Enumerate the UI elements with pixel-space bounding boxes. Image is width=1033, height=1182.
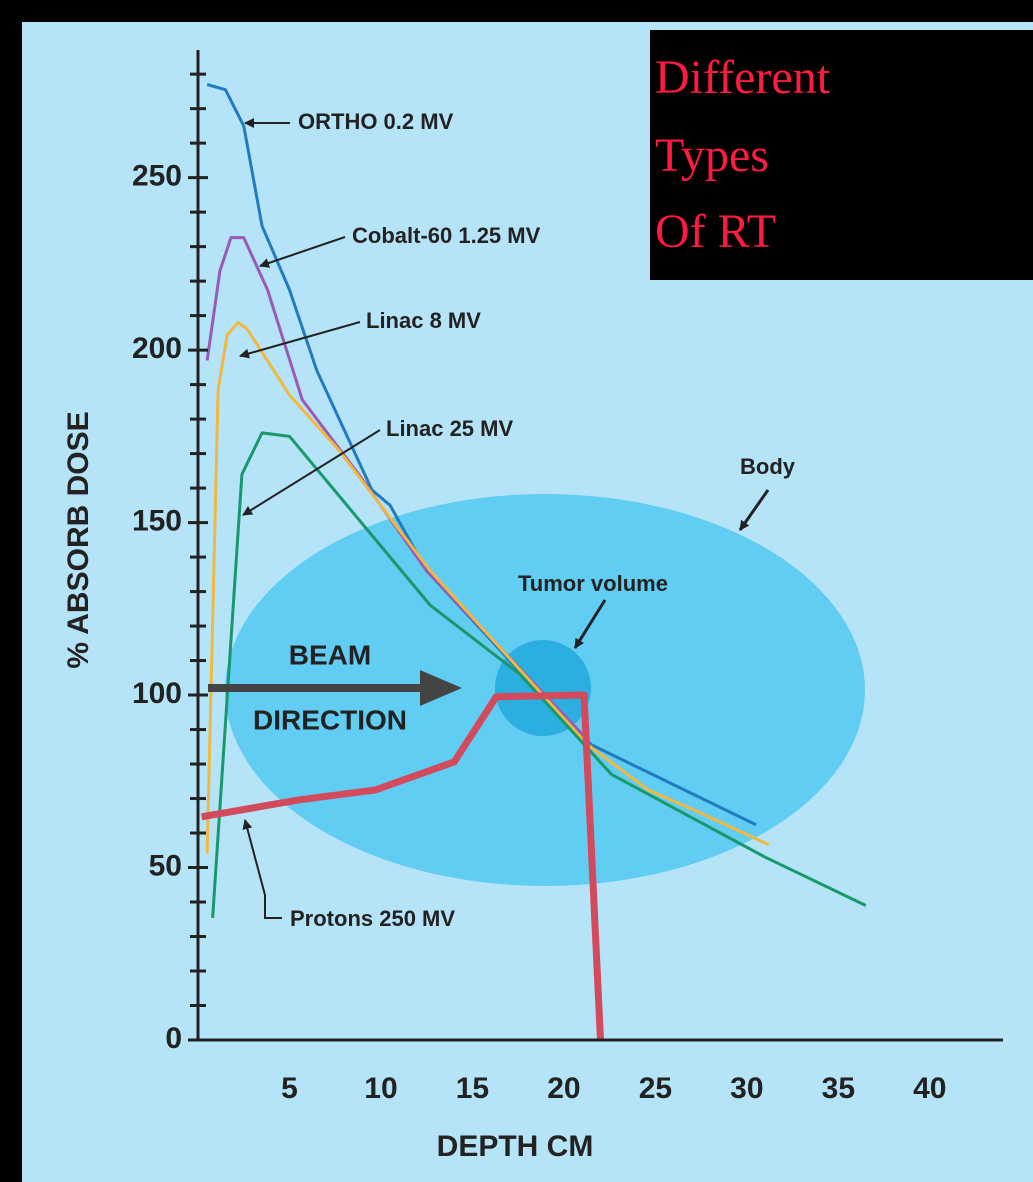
annotation: Tumor volume [518,571,668,596]
x-tick-label: 35 [822,1072,855,1105]
series-label: Linac 25 MV [386,416,513,441]
annotation: Body [740,454,796,479]
tumor-shape [495,640,591,736]
x-tick-label: 30 [730,1072,763,1105]
title-line: Of RT [655,205,776,258]
annotation: DIRECTION [253,704,407,735]
chart: Body Tumor volume BEAM DIRECTION Differe… [0,0,1033,1182]
x-tick-label: 10 [364,1072,397,1105]
x-axis-label: DEPTH CM [437,1130,594,1163]
x-tick-label: 40 [913,1072,946,1105]
series-label: Protons 250 MV [290,906,455,931]
series-label: Linac 8 MV [366,308,481,333]
x-tick-label: 25 [639,1072,672,1105]
x-tick-label: 20 [547,1072,580,1105]
y-tick-label: 200 [132,332,182,365]
title-line: Types [655,129,769,182]
y-tick-label: 0 [165,1022,182,1055]
series-label: ORTHO 0.2 MV [298,109,454,134]
y-tick-label: 250 [132,160,182,193]
y-tick-label: 100 [132,677,182,710]
y-axis-label: % ABSORB DOSE [62,411,95,668]
y-tick-label: 50 [149,849,182,882]
series-label: Cobalt-60 1.25 MV [352,223,541,248]
title-line: Different [655,51,831,104]
x-tick-label: 5 [281,1072,298,1105]
y-tick-label: 150 [132,505,182,538]
x-tick-label: 15 [456,1072,489,1105]
page: Body Tumor volume BEAM DIRECTION Differe… [0,0,1033,1182]
annotation: BEAM [289,639,371,670]
